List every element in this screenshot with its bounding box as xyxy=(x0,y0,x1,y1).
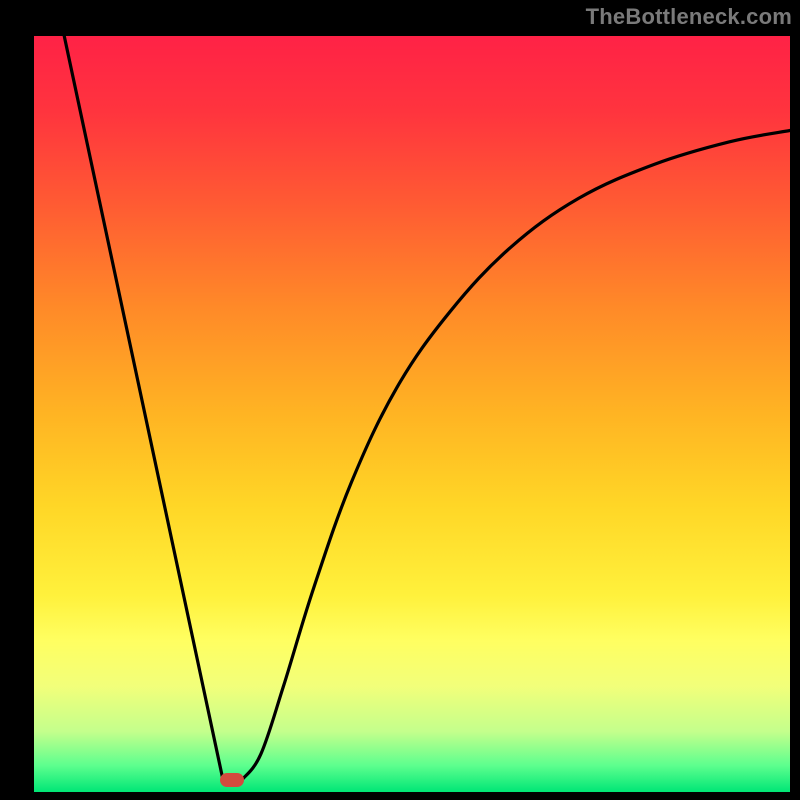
chart-svg xyxy=(34,36,790,792)
watermark-label: TheBottleneck.com xyxy=(586,4,792,30)
minimum-marker xyxy=(220,773,244,787)
gradient-background xyxy=(34,36,790,792)
plot-area xyxy=(34,36,790,792)
figure-canvas: TheBottleneck.com xyxy=(0,0,800,800)
